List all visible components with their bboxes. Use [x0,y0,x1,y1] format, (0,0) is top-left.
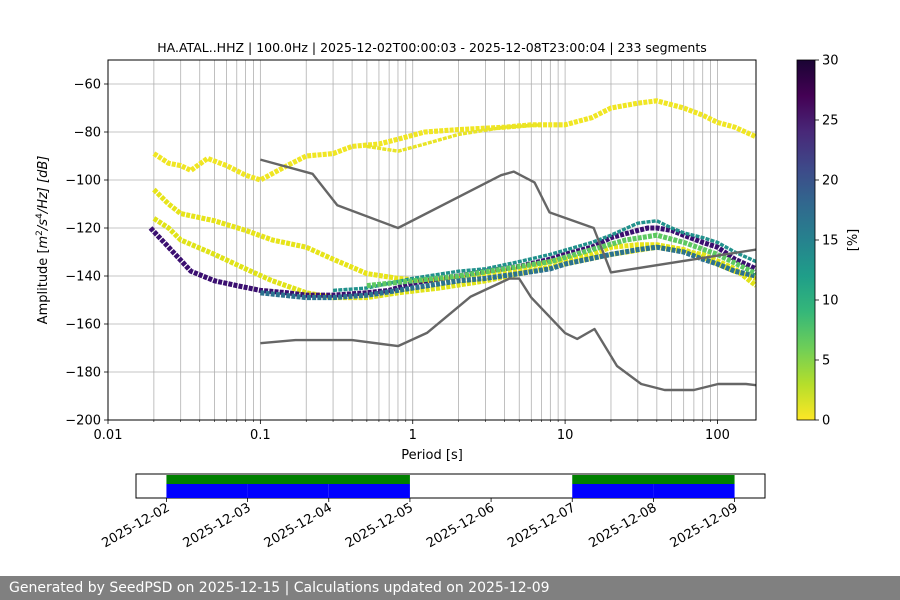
noise-model-nhnm [260,158,756,274]
x-axis-label: Period [s] [401,448,463,463]
data-segment [328,484,410,498]
data-availability-timeline [166,475,735,498]
colorbar-tick-label: 5 [822,354,830,369]
noise-model-nlnm [260,277,756,392]
colorbar-tick-label: 25 [822,114,839,129]
psd-band [332,219,756,293]
x-tick-label: 1 [409,428,417,443]
plot-frame [107,59,757,421]
x-axis-ticks: 0.01 0.1 1 10 100 [94,420,730,443]
data-segment [572,484,654,498]
y-tick-label: −200 [65,414,101,429]
timeline-tick-label: 2025-12-03 [181,500,254,551]
y-tick-label: −120 [65,222,101,237]
colorbar-ticks: 0 5 10 15 20 25 30 [815,54,839,429]
footer-text: Generated by SeedPSD on 2025-12-15 | Cal… [9,580,550,596]
timeline-tick-label: 2025-12-02 [99,500,172,551]
y-tick-label: −80 [74,126,101,141]
colorbar-tick-label: 0 [822,414,830,429]
psd-band [152,98,756,183]
timeline-tick-label: 2025-12-05 [343,500,416,551]
psd-band [366,123,542,153]
footer-bar: Generated by SeedPSD on 2025-12-15 | Cal… [0,576,900,600]
psd-density-bands [148,98,756,301]
colorbar-tick-label: 30 [822,54,839,69]
colorbar-tick-label: 20 [822,174,839,189]
y-tick-label: −100 [65,174,101,189]
y-tick-label: −180 [65,366,101,381]
data-segment [653,484,735,498]
colorbar [796,59,816,421]
colorbar-tick-label: 15 [822,234,839,249]
timeline-tick-label: 2025-12-08 [586,500,659,551]
x-tick-label: 10 [557,428,574,443]
psd-band [148,225,756,298]
x-tick-label: 100 [705,428,730,443]
data-segment [166,484,248,498]
data-segment [247,484,329,498]
colorbar-tick-label: 10 [822,294,839,309]
timeline-ticks: 2025-12-02 2025-12-03 2025-12-04 2025-12-05… [99,498,741,551]
timeline-tick-label: 2025-12-04 [262,500,335,551]
psd-band [260,244,756,301]
timeline-tick-label: 2025-12-09 [668,500,741,551]
colorbar-label: [%] [846,229,861,252]
x-tick-label: 0.01 [94,428,123,443]
grid-lines [107,60,756,421]
y-tick-label: −140 [65,270,101,285]
timeline-tick-label: 2025-12-07 [505,500,578,551]
y-tick-label: −60 [74,78,101,93]
chart-title: HA.ATAL..HHZ | 100.0Hz | 2025-12-02T00:0… [157,40,706,55]
y-axis-label: Amplitude [m2/s4/Hz] [dB] [35,156,51,325]
y-tick-label: −160 [65,318,101,333]
y-axis-ticks: −60 −80 −100 −120 −140 −160 −180 −200 [65,78,108,429]
timeline-tick-label: 2025-12-06 [424,500,497,551]
psd-chart: HA.ATAL..HHZ | 100.0Hz | 2025-12-02T00:0… [35,40,861,551]
coverage-segment [166,475,410,484]
coverage-segment [572,475,735,484]
noise-model-curves [260,158,756,392]
psd-band [366,232,756,289]
x-tick-label: 0.1 [250,428,271,443]
